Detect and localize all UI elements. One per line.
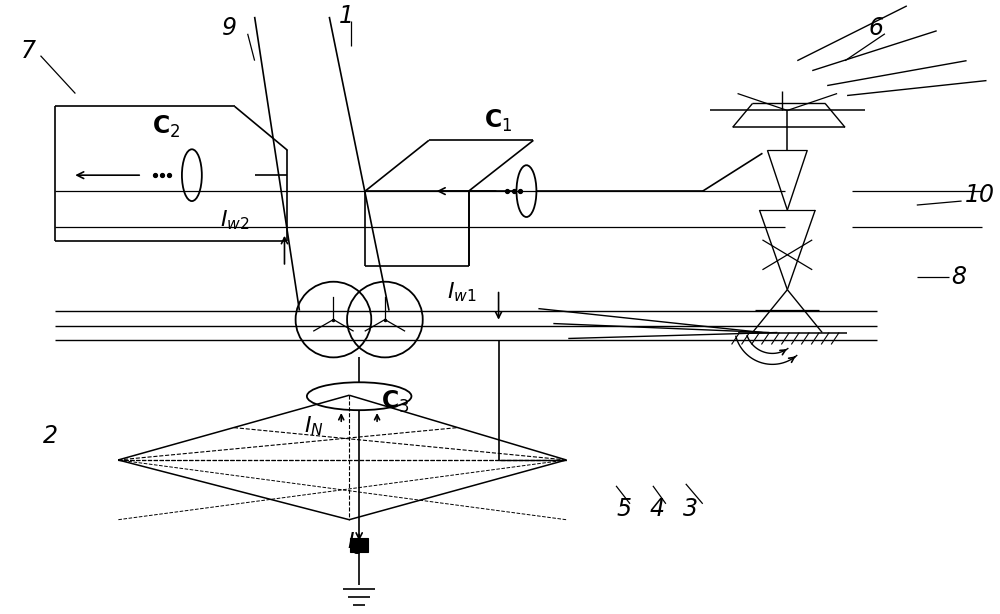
Text: 8: 8 [952,265,967,289]
Text: $\mathbf{C}_2$: $\mathbf{C}_2$ [152,114,181,141]
Text: 1: 1 [339,4,354,28]
Text: $I_{w1}$: $I_{w1}$ [447,281,477,305]
Text: $I_g$: $I_g$ [347,530,365,557]
Text: $I_{w2}$: $I_{w2}$ [220,208,250,231]
Text: $\mathbf{C}_1$: $\mathbf{C}_1$ [484,107,512,133]
Text: 4: 4 [650,497,665,521]
Bar [350,538,368,551]
Text: 9: 9 [222,16,237,40]
Text: 6: 6 [869,16,884,40]
Text: 3: 3 [683,497,698,521]
Text: 5: 5 [616,497,631,521]
Text: 2: 2 [43,424,58,448]
Text: $\mathbf{C}_3$: $\mathbf{C}_3$ [381,389,410,415]
Text: 7: 7 [21,39,36,63]
Text: 10: 10 [965,183,995,207]
Text: $I_N$: $I_N$ [304,414,323,438]
